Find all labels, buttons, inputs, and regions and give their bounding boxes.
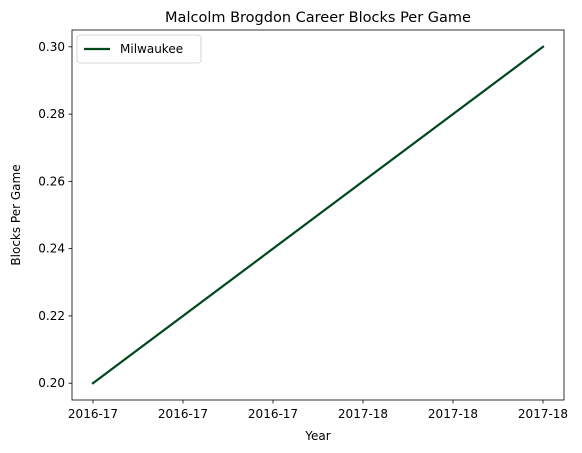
y-tick-label: 0.30	[38, 40, 65, 54]
series-layer	[91, 45, 545, 385]
series-line-milwaukee	[91, 45, 545, 385]
x-tick-label: 2016-17	[68, 407, 118, 421]
chart-title: Malcolm Brogdon Career Blocks Per Game	[165, 10, 471, 26]
y-axis-label: Blocks Per Game	[9, 164, 23, 265]
x-tick-label: 2016-17	[158, 407, 208, 421]
y-tick-label: 0.24	[38, 242, 65, 256]
x-tick-label: 2016-17	[248, 407, 298, 421]
y-tick-label: 0.26	[38, 174, 65, 188]
legend-box	[76, 34, 202, 64]
y-tick-label: 0.22	[38, 309, 65, 323]
x-axis-label: Year	[304, 429, 330, 443]
plot-frame	[71, 29, 565, 401]
x-tick-label: 2017-18	[338, 407, 388, 421]
y-axis-ticks: 0.20 0.22 0.24 0.26 0.28 0.30	[38, 40, 72, 390]
x-tick-label: 2017-18	[518, 407, 568, 421]
legend-label-milwaukee: Milwaukee	[120, 42, 183, 56]
legend: Milwaukee	[76, 34, 202, 64]
y-tick-label: 0.20	[38, 376, 65, 390]
y-tick-label: 0.28	[38, 107, 65, 121]
x-axis-ticks: 2016-17 2016-17 2016-17 2017-18 2017-18 2017-…	[68, 400, 568, 421]
x-tick-label: 2017-18	[428, 407, 478, 421]
